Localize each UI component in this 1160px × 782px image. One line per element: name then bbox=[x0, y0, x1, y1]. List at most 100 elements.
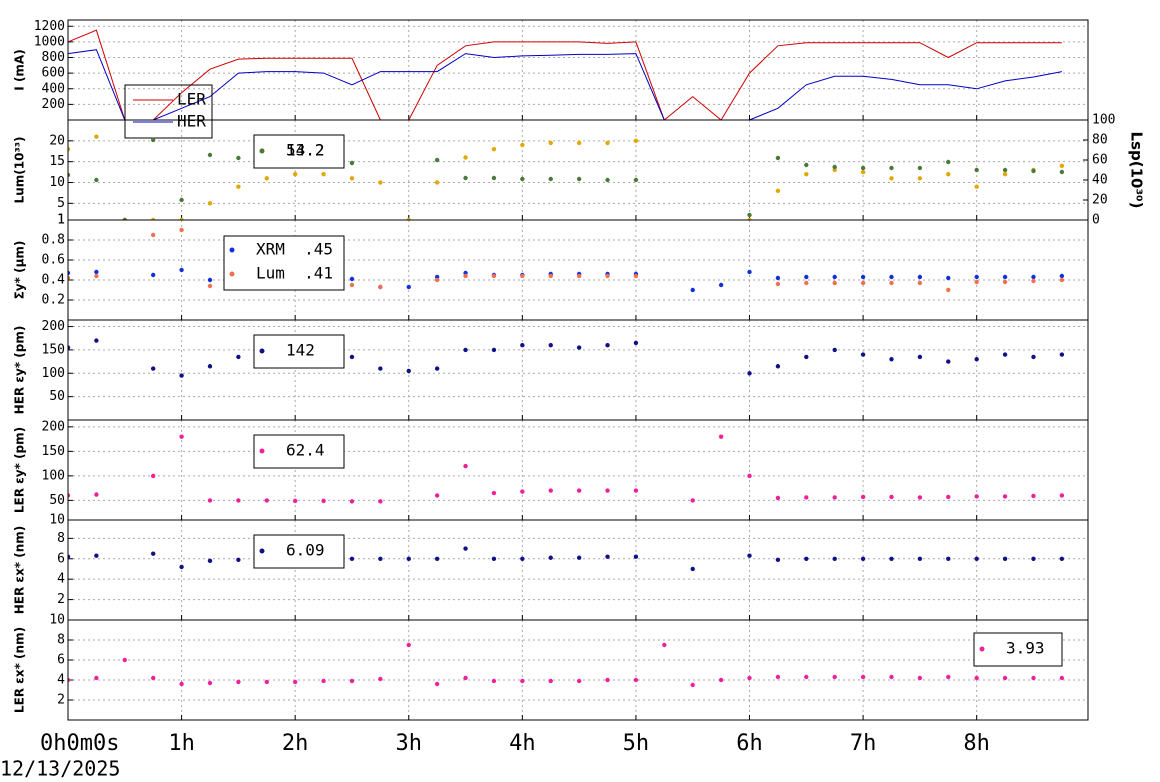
data-point bbox=[946, 159, 951, 165]
legend-box bbox=[253, 134, 345, 169]
data-point bbox=[179, 217, 184, 220]
data-point bbox=[747, 212, 752, 218]
data-point bbox=[292, 498, 298, 504]
data-point bbox=[775, 275, 781, 281]
data-point bbox=[1002, 171, 1008, 177]
data-point bbox=[804, 274, 809, 280]
data-point bbox=[832, 495, 837, 500]
data-point bbox=[1059, 273, 1065, 279]
y-tick-label: 100 bbox=[42, 468, 65, 483]
data-point bbox=[633, 273, 639, 279]
data-point bbox=[378, 499, 383, 504]
legend-swatch bbox=[229, 247, 235, 253]
y-tick-label: 200 bbox=[42, 419, 65, 434]
data-point bbox=[860, 169, 866, 175]
series-line bbox=[68, 49, 1062, 120]
data-point bbox=[406, 642, 411, 648]
data-point bbox=[491, 490, 497, 496]
y2-tick-label: 0 bbox=[1092, 213, 1100, 228]
y-axis-label: Lum(10³³) bbox=[13, 137, 27, 204]
y-tick-label: 0.6 bbox=[42, 253, 65, 268]
y-tick-label: 400 bbox=[42, 81, 65, 96]
data-point bbox=[917, 354, 923, 360]
data-point bbox=[349, 678, 355, 684]
data-point bbox=[605, 273, 610, 279]
data-point bbox=[548, 488, 553, 493]
data-point bbox=[775, 281, 781, 287]
data-point bbox=[633, 554, 639, 559]
panel-frame bbox=[67, 119, 1089, 221]
y-tick-label: 800 bbox=[42, 50, 65, 65]
data-point bbox=[946, 359, 951, 364]
data-point bbox=[832, 674, 837, 680]
y2-tick-label: 60 bbox=[1092, 153, 1108, 168]
y-tick-label: 4 bbox=[57, 673, 65, 688]
data-point bbox=[321, 171, 326, 177]
data-point bbox=[775, 188, 781, 194]
y2-tick-label: 80 bbox=[1092, 133, 1108, 148]
data-point bbox=[974, 184, 979, 189]
data-point bbox=[917, 556, 923, 561]
data-point bbox=[68, 172, 71, 178]
data-point bbox=[349, 282, 355, 288]
data-point bbox=[378, 556, 383, 561]
data-point bbox=[349, 276, 355, 282]
data-point bbox=[917, 176, 923, 181]
data-point bbox=[1059, 675, 1065, 681]
data-point bbox=[207, 152, 213, 158]
data-point bbox=[718, 677, 724, 683]
data-point bbox=[179, 434, 184, 439]
y-tick-label: 200 bbox=[42, 97, 65, 112]
data-point bbox=[576, 176, 582, 182]
data-point bbox=[860, 674, 866, 680]
data-point bbox=[889, 556, 894, 561]
data-point bbox=[718, 434, 724, 439]
data-point bbox=[207, 498, 213, 503]
y-tick-label: 150 bbox=[42, 342, 65, 357]
data-point bbox=[917, 280, 923, 286]
data-point bbox=[207, 680, 213, 686]
data-point bbox=[889, 165, 894, 171]
data-point bbox=[917, 165, 923, 171]
data-point bbox=[179, 227, 184, 233]
data-point bbox=[520, 556, 525, 561]
data-point bbox=[548, 678, 553, 684]
data-point bbox=[94, 269, 99, 275]
data-point bbox=[917, 274, 923, 280]
panel-frame bbox=[67, 419, 1089, 521]
data-point bbox=[974, 675, 979, 681]
data-point bbox=[747, 217, 752, 220]
data-point bbox=[889, 357, 894, 362]
data-point bbox=[804, 280, 809, 286]
data-point bbox=[491, 556, 497, 561]
data-point bbox=[889, 176, 894, 181]
data-point bbox=[775, 495, 781, 501]
y-tick-label: 5 bbox=[57, 196, 65, 211]
data-point bbox=[491, 678, 497, 684]
data-point bbox=[179, 197, 184, 203]
data-point bbox=[1002, 352, 1008, 357]
y-tick-label: 200 bbox=[42, 319, 65, 334]
data-point bbox=[576, 488, 582, 493]
data-point bbox=[633, 340, 639, 346]
legend-box bbox=[253, 434, 345, 469]
legend-label: XRM .45 bbox=[256, 240, 333, 259]
legend-box bbox=[124, 84, 213, 139]
data-point bbox=[406, 284, 411, 290]
data-point bbox=[576, 140, 582, 146]
data-point bbox=[804, 556, 809, 561]
data-point bbox=[434, 556, 440, 561]
data-point bbox=[378, 676, 383, 682]
y-tick-label: 8 bbox=[57, 531, 65, 546]
data-point bbox=[349, 556, 355, 561]
data-point bbox=[974, 167, 979, 173]
y2-tick-label: 100 bbox=[1092, 113, 1115, 128]
data-point bbox=[236, 498, 241, 503]
y-tick-label: 1200 bbox=[34, 19, 65, 34]
y-tick-label: 2 bbox=[57, 693, 65, 708]
data-point bbox=[94, 492, 99, 497]
legend-label: 3.93 bbox=[1006, 639, 1045, 658]
data-point bbox=[264, 176, 269, 181]
data-point bbox=[94, 675, 99, 681]
